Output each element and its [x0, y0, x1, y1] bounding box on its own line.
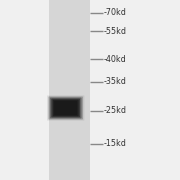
- Bar: [49, 0, 90, 180]
- FancyBboxPatch shape: [54, 101, 77, 115]
- FancyBboxPatch shape: [48, 96, 83, 120]
- FancyBboxPatch shape: [51, 99, 80, 117]
- Text: -35kd: -35kd: [103, 77, 126, 86]
- Text: -70kd: -70kd: [103, 8, 126, 17]
- Text: -15kd: -15kd: [103, 140, 126, 148]
- Text: -40kd: -40kd: [103, 55, 126, 64]
- Text: -55kd: -55kd: [103, 27, 127, 36]
- Text: -25kd: -25kd: [103, 106, 127, 115]
- FancyBboxPatch shape: [53, 100, 79, 116]
- FancyBboxPatch shape: [47, 95, 84, 121]
- FancyBboxPatch shape: [50, 98, 82, 118]
